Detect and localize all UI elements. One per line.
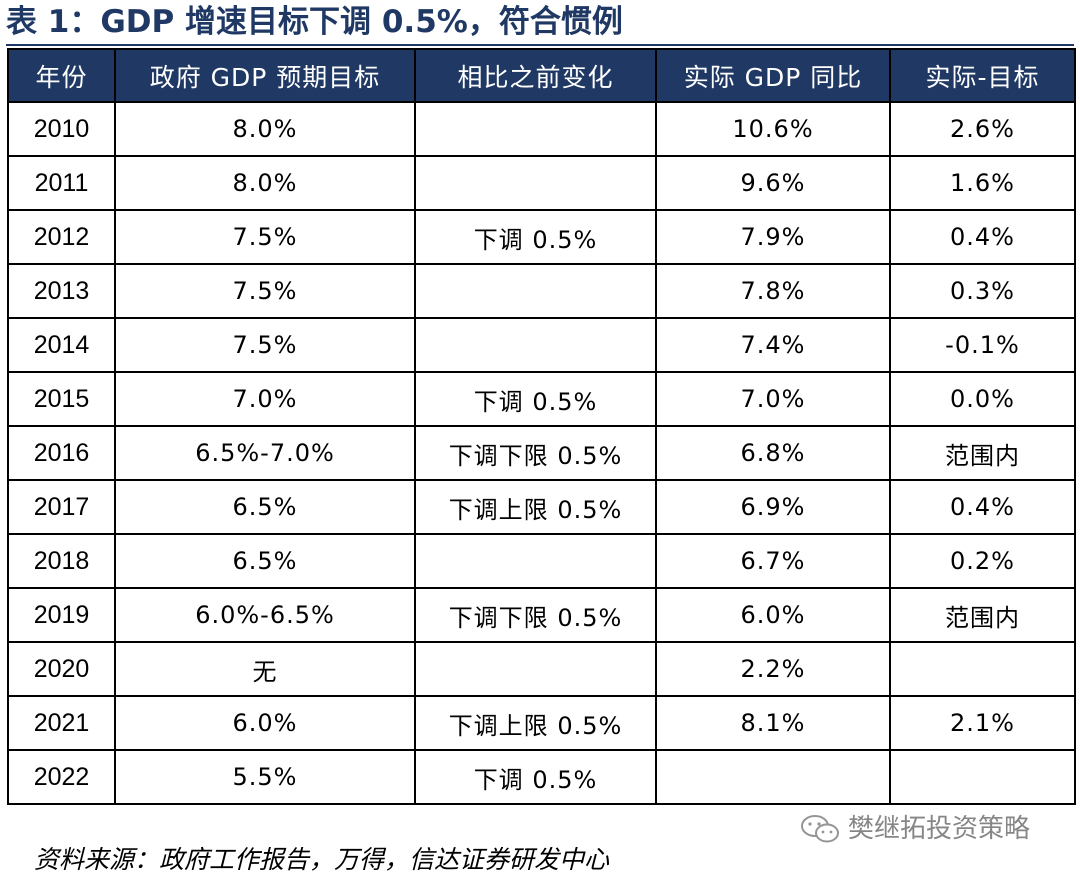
- cell-year: 2017: [7, 479, 116, 535]
- table-row: 2016 6.5%-7.0% 下调下限 0.5% 6.8% 范围内: [7, 425, 1076, 481]
- cell-year: 2020: [7, 641, 116, 697]
- cell-diff: -0.1%: [889, 317, 1076, 373]
- cell-diff: 0.2%: [889, 533, 1076, 589]
- wechat-watermark: 樊继拓投资策略: [800, 812, 1030, 846]
- header-target: 政府 GDP 预期目标: [114, 48, 416, 103]
- cell-year: 2015: [7, 371, 116, 427]
- table-row: 2015 7.0% 下调 0.5% 7.0% 0.0%: [7, 371, 1076, 427]
- cell-diff: 0.3%: [889, 263, 1076, 319]
- cell-change: [414, 101, 657, 157]
- table-row: 2017 6.5% 下调上限 0.5% 6.9% 0.4%: [7, 479, 1076, 535]
- cell-actual: 2.2%: [655, 641, 891, 697]
- cell-target: 6.5%: [114, 479, 416, 535]
- cell-year: 2016: [7, 425, 116, 481]
- cell-actual: 8.1%: [655, 695, 891, 751]
- cell-actual: 7.4%: [655, 317, 891, 373]
- cell-diff: 2.1%: [889, 695, 1076, 751]
- table-row: 2013 7.5% 7.8% 0.3%: [7, 263, 1076, 319]
- cell-change: [414, 641, 657, 697]
- cell-diff: 0.4%: [889, 209, 1076, 265]
- cell-actual: 10.6%: [655, 101, 891, 157]
- cell-diff: 1.6%: [889, 155, 1076, 211]
- table-row: 2018 6.5% 6.7% 0.2%: [7, 533, 1076, 589]
- header-change: 相比之前变化: [414, 48, 657, 103]
- cell-change: 下调上限 0.5%: [414, 479, 657, 535]
- source-note: 资料来源：政府工作报告，万得，信达证券研发中心: [34, 845, 610, 874]
- cell-target: 7.0%: [114, 371, 416, 427]
- cell-change: 下调下限 0.5%: [414, 425, 657, 481]
- cell-actual: 7.0%: [655, 371, 891, 427]
- table-row: 2022 5.5% 下调 0.5%: [7, 749, 1076, 805]
- header-year: 年份: [7, 48, 116, 103]
- cell-target: 6.5%-7.0%: [114, 425, 416, 481]
- cell-change: 下调 0.5%: [414, 749, 657, 805]
- table-row: 2014 7.5% 7.4% -0.1%: [7, 317, 1076, 373]
- cell-year: 2022: [7, 749, 116, 805]
- cell-diff: [889, 749, 1076, 805]
- table-row: 2019 6.0%-6.5% 下调下限 0.5% 6.0% 范围内: [7, 587, 1076, 643]
- title-divider: [6, 44, 1074, 46]
- cell-year: 2013: [7, 263, 116, 319]
- cell-target: 8.0%: [114, 101, 416, 157]
- table-row: 2012 7.5% 下调 0.5% 7.9% 0.4%: [7, 209, 1076, 265]
- cell-year: 2021: [7, 695, 116, 751]
- cell-target: 5.5%: [114, 749, 416, 805]
- cell-diff: [889, 641, 1076, 697]
- cell-actual: 6.8%: [655, 425, 891, 481]
- cell-diff: 2.6%: [889, 101, 1076, 157]
- cell-year: 2019: [7, 587, 116, 643]
- cell-target: 6.0%-6.5%: [114, 587, 416, 643]
- header-diff: 实际-目标: [889, 48, 1076, 103]
- cell-diff: 0.4%: [889, 479, 1076, 535]
- cell-actual: 6.9%: [655, 479, 891, 535]
- table-row: 2021 6.0% 下调上限 0.5% 8.1% 2.1%: [7, 695, 1076, 751]
- cell-diff: 范围内: [889, 425, 1076, 481]
- cell-target: 无: [114, 641, 416, 697]
- cell-change: [414, 533, 657, 589]
- cell-year: 2011: [7, 155, 116, 211]
- cell-actual: 7.9%: [655, 209, 891, 265]
- cell-target: 6.0%: [114, 695, 416, 751]
- cell-change: [414, 317, 657, 373]
- cell-diff: 0.0%: [889, 371, 1076, 427]
- cell-target: 7.5%: [114, 317, 416, 373]
- table-header-row: 年份 政府 GDP 预期目标 相比之前变化 实际 GDP 同比 实际-目标: [7, 48, 1076, 103]
- cell-target: 7.5%: [114, 263, 416, 319]
- table-row: 2011 8.0% 9.6% 1.6%: [7, 155, 1076, 211]
- cell-diff: 范围内: [889, 587, 1076, 643]
- watermark-text: 樊继拓投资策略: [848, 814, 1031, 844]
- cell-change: 下调 0.5%: [414, 209, 657, 265]
- cell-year: 2014: [7, 317, 116, 373]
- cell-target: 8.0%: [114, 155, 416, 211]
- cell-target: 6.5%: [114, 533, 416, 589]
- wechat-icon: [801, 815, 839, 843]
- cell-change: 下调下限 0.5%: [414, 587, 657, 643]
- cell-year: 2012: [7, 209, 116, 265]
- cell-actual: 6.0%: [655, 587, 891, 643]
- cell-year: 2018: [7, 533, 116, 589]
- table-row: 2010 8.0% 10.6% 2.6%: [7, 101, 1076, 157]
- table-title: 表 1：GDP 增速目标下调 0.5%，符合惯例: [6, 4, 623, 40]
- table-row: 2020 无 2.2%: [7, 641, 1076, 697]
- cell-actual: 6.7%: [655, 533, 891, 589]
- cell-year: 2010: [7, 101, 116, 157]
- header-actual: 实际 GDP 同比: [655, 48, 891, 103]
- cell-change: [414, 263, 657, 319]
- cell-actual: [655, 749, 891, 805]
- cell-actual: 9.6%: [655, 155, 891, 211]
- cell-change: 下调 0.5%: [414, 371, 657, 427]
- cell-change: 下调上限 0.5%: [414, 695, 657, 751]
- cell-target: 7.5%: [114, 209, 416, 265]
- cell-change: [414, 155, 657, 211]
- cell-actual: 7.8%: [655, 263, 891, 319]
- gdp-target-table: 年份 政府 GDP 预期目标 相比之前变化 实际 GDP 同比 实际-目标 20…: [7, 48, 1076, 805]
